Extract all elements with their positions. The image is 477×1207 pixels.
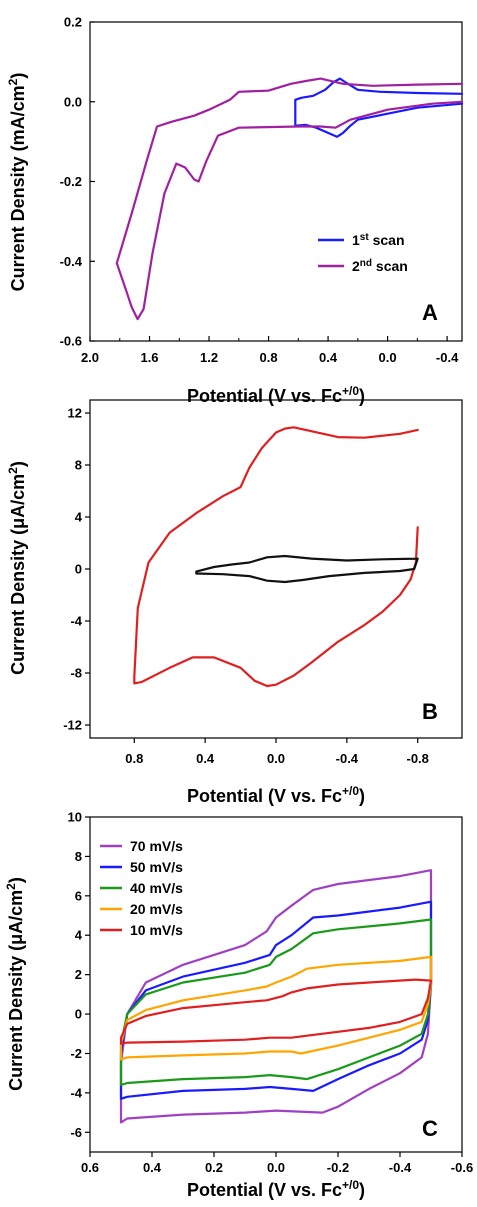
x-tick-label: 0.4 bbox=[143, 1160, 162, 1175]
x-tick-label: 0.2 bbox=[205, 1160, 223, 1175]
y-tick-label: 0.0 bbox=[64, 94, 82, 109]
x-tick-label: 2.0 bbox=[81, 350, 99, 365]
y-tick-label: -0.6 bbox=[60, 334, 82, 349]
panel-label: B bbox=[422, 699, 438, 724]
series-line-1st bbox=[294, 77, 464, 138]
plot-frame bbox=[89, 399, 463, 739]
chart-panel-B: 12 8 4 0 -4 -8 -12 0.8 0.4 0.0 -0.4 -0.8 B Potential … bbox=[6, 399, 463, 806]
series-line-trace-1 bbox=[133, 426, 419, 688]
y-tick-label: -4 bbox=[70, 1085, 82, 1100]
y-tick-label: 4 bbox=[75, 510, 83, 525]
y-tick-label: -8 bbox=[70, 666, 82, 681]
series-line-2nd bbox=[115, 77, 464, 321]
x-axis-label: Potential (V vs. Fc+/0) bbox=[187, 784, 365, 806]
x-tick-label: 0.4 bbox=[319, 350, 338, 365]
series-line-10-mv-s bbox=[119, 978, 433, 1045]
legend-entry: 20 mV/s bbox=[130, 901, 183, 917]
y-tick-label: -12 bbox=[63, 718, 82, 733]
legend-entry: 40 mV/s bbox=[130, 880, 183, 896]
x-tick-label: 1.2 bbox=[200, 350, 218, 365]
series-line-20-mv-s bbox=[119, 955, 433, 1061]
x-tick-label: 0.8 bbox=[125, 751, 143, 766]
legend-entry: 50 mV/s bbox=[130, 859, 183, 875]
x-tick-label: 1.6 bbox=[140, 350, 158, 365]
legend-entry: 70 mV/s bbox=[130, 838, 183, 854]
y-tick-label: 0.2 bbox=[64, 15, 82, 30]
panel-label: A bbox=[422, 300, 438, 325]
x-tick-label: -0.8 bbox=[407, 751, 429, 766]
y-tick-label: -6 bbox=[70, 1125, 82, 1140]
panel-label: C bbox=[422, 1116, 438, 1141]
chart-panel-C: 10 8 6 4 2 0 -2 -4 -6 0.6 0.4 0.2 0.0 -0.2 -0.4 -0.6 70 … bbox=[4, 810, 473, 1201]
x-tick-label: -0.6 bbox=[451, 1160, 473, 1175]
y-tick-label: -2 bbox=[70, 1046, 82, 1061]
x-axis-label: Potential (V vs. Fc+/0) bbox=[187, 1178, 365, 1200]
y-tick-label: 0 bbox=[75, 562, 82, 577]
y-tick-label: 2 bbox=[75, 967, 82, 982]
y-axis-label: Current Density (μA/cm2) bbox=[4, 877, 26, 1091]
y-axis-label: Current Density (μA/cm2) bbox=[6, 461, 28, 675]
x-tick-label: 0.4 bbox=[196, 751, 215, 766]
x-tick-label: -0.4 bbox=[336, 751, 359, 766]
series-line-40-mv-s bbox=[119, 918, 433, 1087]
y-tick-label: -0.4 bbox=[60, 254, 83, 269]
legend-entry: 10 mV/s bbox=[130, 922, 183, 938]
x-tick-label: 0.0 bbox=[379, 350, 397, 365]
x-tick-label: 0.0 bbox=[267, 1160, 285, 1175]
x-tick-label: -0.4 bbox=[436, 350, 459, 365]
legend-entry: 1st scan bbox=[352, 232, 405, 249]
legend-entry: 2nd scan bbox=[352, 258, 408, 275]
x-tick-label: 0.0 bbox=[267, 751, 285, 766]
series-line-70-mv-s bbox=[119, 869, 433, 1124]
y-tick-label: 10 bbox=[68, 810, 82, 825]
y-tick-label: 8 bbox=[75, 458, 82, 473]
x-tick-label: -0.2 bbox=[327, 1160, 349, 1175]
x-tick-label: 0.6 bbox=[81, 1160, 99, 1175]
y-tick-label: -0.2 bbox=[60, 174, 82, 189]
y-tick-label: -4 bbox=[70, 614, 82, 629]
x-tick-label: -0.4 bbox=[389, 1160, 412, 1175]
y-tick-label: 8 bbox=[75, 849, 82, 864]
x-tick-label: 0.8 bbox=[260, 350, 278, 365]
y-tick-label: 6 bbox=[75, 888, 82, 903]
y-tick-label: 4 bbox=[75, 928, 83, 943]
series-line-trace-2 bbox=[195, 554, 419, 584]
y-tick-label: 0 bbox=[75, 1007, 82, 1022]
chart-panel-A: 0.2 0.0 -0.2 -0.4 -0.62.0 1.6 1.2 0.8 0.4 0.0 -0.4… bbox=[6, 15, 464, 406]
y-axis-label: Current Density (mA/cm2) bbox=[6, 73, 28, 292]
y-tick-label: 12 bbox=[68, 406, 82, 421]
x-axis-label: Potential (V vs. Fc+/0) bbox=[187, 384, 365, 406]
